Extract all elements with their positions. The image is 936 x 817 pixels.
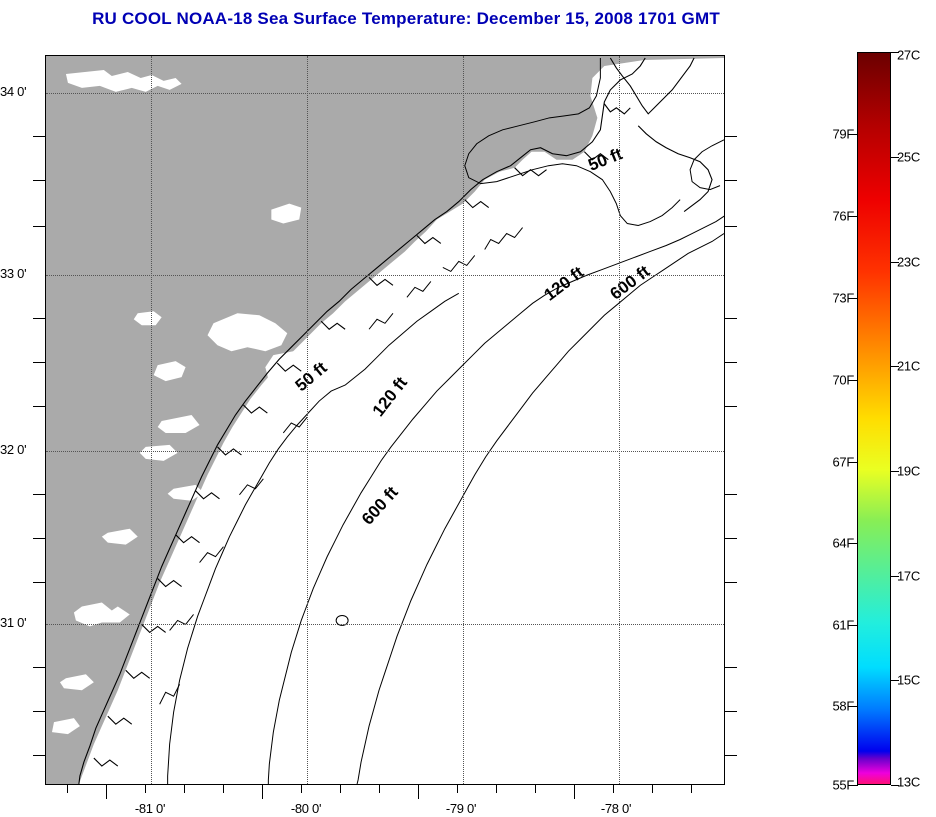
lat-label-32: 32 0' [0,442,27,457]
land-mask-fill [46,56,724,784]
lon-label-78: -78 0' [600,801,632,816]
small-feature-marker [335,614,349,626]
colorbar-label-21C: 21C [897,358,920,374]
lon-label-80: -80 0' [290,801,322,816]
colorbar-label-25C: 25C [897,149,920,165]
colorbar-label-58F: 58F [832,698,854,714]
colorbar-gradient [857,52,891,785]
cape-outer-shoal [689,139,724,191]
map-plot-area[interactable]: 50 ft 120 ft 600 ft 50 ft 120 ft 600 ft [45,55,725,785]
map-graphic [46,56,724,784]
colorbar-label-27C: 27C [897,47,920,63]
colorbar-label-19C: 19C [897,463,920,479]
colorbar-label-67F: 67F [832,454,854,470]
colorbar-label-17C: 17C [897,568,920,584]
colorbar-label-64F: 64F [832,535,854,551]
colorbar-label-76F: 76F [832,208,854,224]
colorbar-label-79F: 79F [832,126,854,142]
lon-label-79: -79 0' [445,801,477,816]
coastline-north [609,57,695,115]
lon-label-81: -81 0' [134,801,166,816]
lat-label-31: 31 0' [0,615,27,630]
bathymetry-contour-120ft [267,215,724,784]
colorbar-label-73F: 73F [832,290,854,306]
colorbar-label-70F: 70F [832,372,854,388]
lat-label-33: 33 0' [0,266,27,281]
coastline [78,57,646,784]
colorbar-label-23C: 23C [897,254,920,270]
colorbar-label-13C: 13C [897,774,920,790]
lat-label-34: 34 0' [0,84,27,99]
page-title: RU COOL NOAA-18 Sea Surface Temperature:… [92,9,720,28]
temperature-colorbar[interactable] [857,52,891,785]
bathymetry-contour-50ft [167,57,681,784]
colorbar-label-55F: 55F [832,777,854,793]
colorbar-label-15C: 15C [897,672,920,688]
bathymetry-50ft-detail [159,227,523,705]
barrier-island-detail [93,103,631,767]
cape-shoal-line [637,125,713,213]
colorbar-label-61F: 61F [832,617,854,633]
bathymetry-contour-600ft [356,233,724,784]
land-water-inlets [51,69,316,735]
